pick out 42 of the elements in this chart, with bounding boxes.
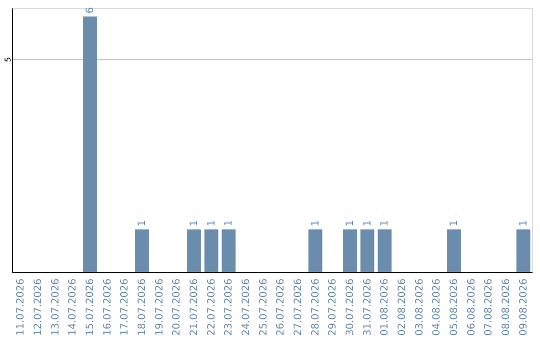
x-tick-label: 07.08.2026 <box>484 278 495 336</box>
x-tick-label: 27.07.2026 <box>293 278 304 336</box>
data-label: 1 <box>310 220 322 226</box>
x-tick-label: 24.07.2026 <box>241 278 252 336</box>
y-tick-label: 5 <box>4 57 12 62</box>
data-label: 1 <box>380 220 391 226</box>
x-tick-label: 08.08.2026 <box>501 278 512 336</box>
x-tick-label: 01.08.2026 <box>380 278 391 336</box>
x-tick-label: 29.07.2026 <box>328 278 339 336</box>
data-label: 1 <box>224 220 235 226</box>
data-label: 1 <box>345 220 356 226</box>
x-tick-label: 31.07.2026 <box>362 278 374 336</box>
data-label: 1 <box>362 220 374 226</box>
x-tick-label: 30.07.2026 <box>345 278 356 336</box>
data-label: 1 <box>449 220 460 226</box>
x-tick-label: 03.08.2026 <box>414 278 426 336</box>
x-tick-label: 19.07.2026 <box>154 278 166 336</box>
x-tick-label: 16.07.2026 <box>102 278 114 336</box>
x-tick-label: 12.07.2026 <box>33 278 44 336</box>
x-tick-label: 20.07.2026 <box>172 278 183 336</box>
x-tick-label: 21.07.2026 <box>189 278 200 336</box>
x-tick-label: 09.08.2026 <box>518 278 530 336</box>
data-label: 1 <box>518 220 530 226</box>
x-tick-label: 15.07.2026 <box>85 278 96 336</box>
x-tick-label: 18.07.2026 <box>137 278 148 336</box>
x-tick-label: 06.08.2026 <box>466 278 478 336</box>
x-tick-label: 02.08.2026 <box>397 278 408 336</box>
x-tick-label: 05.08.2026 <box>449 278 460 336</box>
data-label: 1 <box>206 220 218 226</box>
x-tick-label: 28.07.2026 <box>310 278 322 336</box>
x-tick-label: 11.07.2026 <box>16 278 27 336</box>
x-tick-label: 04.08.2026 <box>432 278 443 336</box>
x-tick-label: 25.07.2026 <box>258 278 270 336</box>
x-tick-label: 14.07.2026 <box>68 278 79 336</box>
x-tick-label: 13.07.2026 <box>50 278 62 336</box>
data-label: 1 <box>137 220 148 226</box>
x-tick-label: 23.07.2026 <box>224 278 235 336</box>
x-tick-label: 22.07.2026 <box>206 278 218 336</box>
x-tick-label: 17.07.2026 <box>120 278 131 336</box>
data-label: 6 <box>85 7 96 14</box>
x-tick-label: 26.07.2026 <box>276 278 287 336</box>
data-label: 1 <box>189 220 200 226</box>
